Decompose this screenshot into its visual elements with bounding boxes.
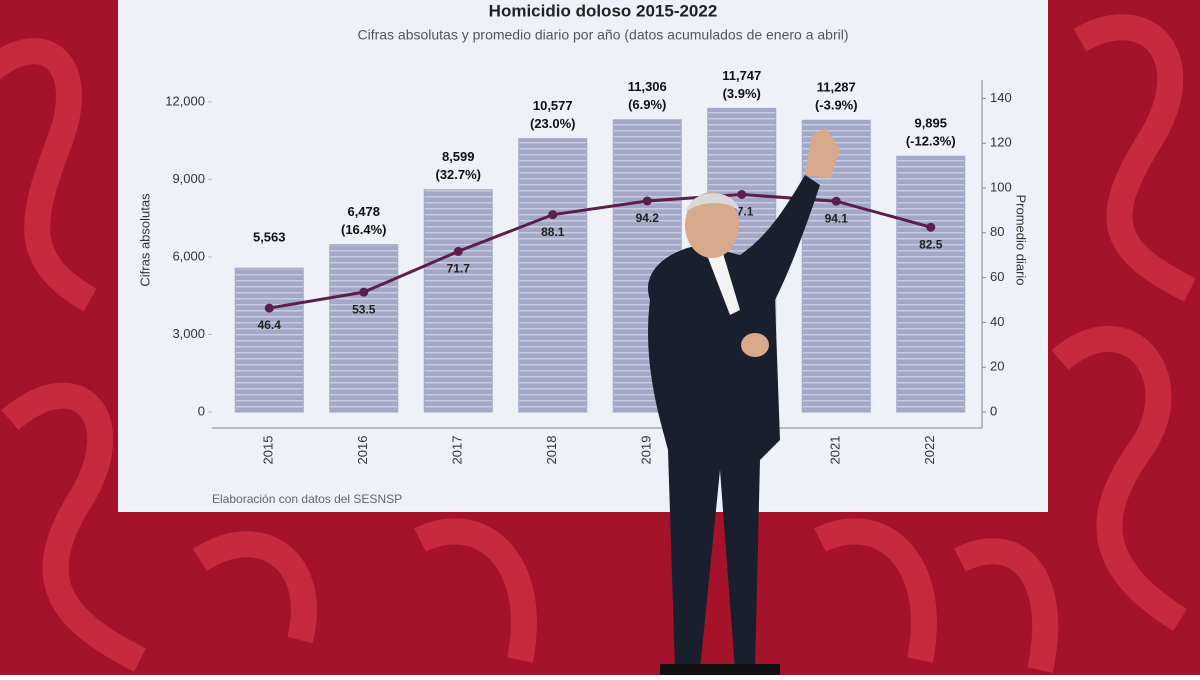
y2-tick-label: 140 (990, 90, 1012, 105)
line-point (642, 196, 652, 206)
plot: 0 3,000 6,000 9,000 12,000 0 20 40 60 80 100 120 140… (165, 68, 1011, 465)
bar (423, 189, 493, 413)
bar-value-label: 11,306 (628, 79, 667, 94)
bar-value-label: 11,747 (722, 68, 761, 83)
line-point (453, 246, 463, 256)
y2-tick-label: 120 (990, 135, 1012, 150)
chart-subtitle: Cifras absolutas y promedio diario por a… (357, 27, 848, 43)
x-tick-label: 2015 (261, 436, 276, 465)
line-value-label: 71.7 (447, 262, 471, 276)
line-value-label: 46.4 (258, 318, 282, 332)
bar-change-label: (16.4%) (341, 222, 387, 237)
bar-change-label: (-12.3%) (906, 134, 956, 149)
line (269, 192, 932, 310)
y2-tick-label: 20 (990, 359, 1004, 374)
bar-value-label: 5,563 (253, 230, 286, 245)
chart-title: Homicidio doloso 2015-2022 (489, 1, 718, 20)
line-value-label: 94.2 (636, 211, 660, 225)
bar-change-label: (32.7%) (435, 167, 481, 182)
y2-tick-label: 60 (990, 269, 1004, 284)
line-point (548, 210, 558, 220)
source-note: Elaboración con datos del SESNSP (212, 492, 402, 506)
x-tick-label: 2016 (355, 436, 370, 465)
y-tick-label: 9,000 (172, 171, 205, 186)
x-tick-label: 2022 (922, 436, 937, 465)
y-tick-label: 3,000 (172, 326, 205, 341)
bar (518, 138, 588, 413)
line-value-label: 53.5 (352, 302, 376, 316)
line-point (831, 196, 841, 206)
bar-value-label: 8,599 (442, 149, 475, 164)
bar-change-label: (23.0%) (530, 116, 576, 131)
x-tick-label: 2019 (639, 436, 654, 465)
y2-tick-label: 40 (990, 314, 1004, 329)
y-tick-label: 0 (198, 403, 205, 418)
bar-change-label: (-3.9%) (815, 98, 858, 113)
x-tick-label: 2021 (828, 436, 843, 465)
presenter (648, 128, 840, 675)
y-tick-label: 6,000 (172, 248, 205, 263)
bar-value-label: 10,577 (533, 98, 573, 113)
bar (234, 267, 304, 413)
line-value-label: 94.1 (825, 211, 849, 225)
bar-change-label: (3.9%) (723, 86, 761, 101)
y-axis-title: Cifras absolutas (137, 193, 152, 287)
line-point (264, 303, 274, 313)
x-tick-label: 2017 (450, 436, 465, 465)
line-value-label: 88.1 (541, 225, 565, 239)
y2-tick-label: 0 (990, 403, 997, 418)
y2-axis-title: Promedio diario (1014, 194, 1029, 285)
bar (896, 155, 966, 413)
x-tick-label: 2018 (544, 436, 559, 465)
y-tick-label: 12,000 (165, 93, 205, 108)
bar (329, 244, 399, 413)
line-value-label: 82.5 (919, 237, 943, 251)
bar-value-label: 9,895 (914, 116, 947, 131)
line-point (737, 189, 747, 199)
backdrop-pattern (0, 14, 1196, 673)
y2-tick-label: 80 (990, 224, 1004, 239)
y2-tick-label: 100 (990, 179, 1012, 194)
bar-value-label: 11,287 (817, 80, 856, 95)
bar-change-label: (6.9%) (628, 97, 666, 112)
line-point (359, 287, 369, 297)
bar-value-label: 6,478 (347, 204, 380, 219)
line-point (926, 222, 936, 232)
